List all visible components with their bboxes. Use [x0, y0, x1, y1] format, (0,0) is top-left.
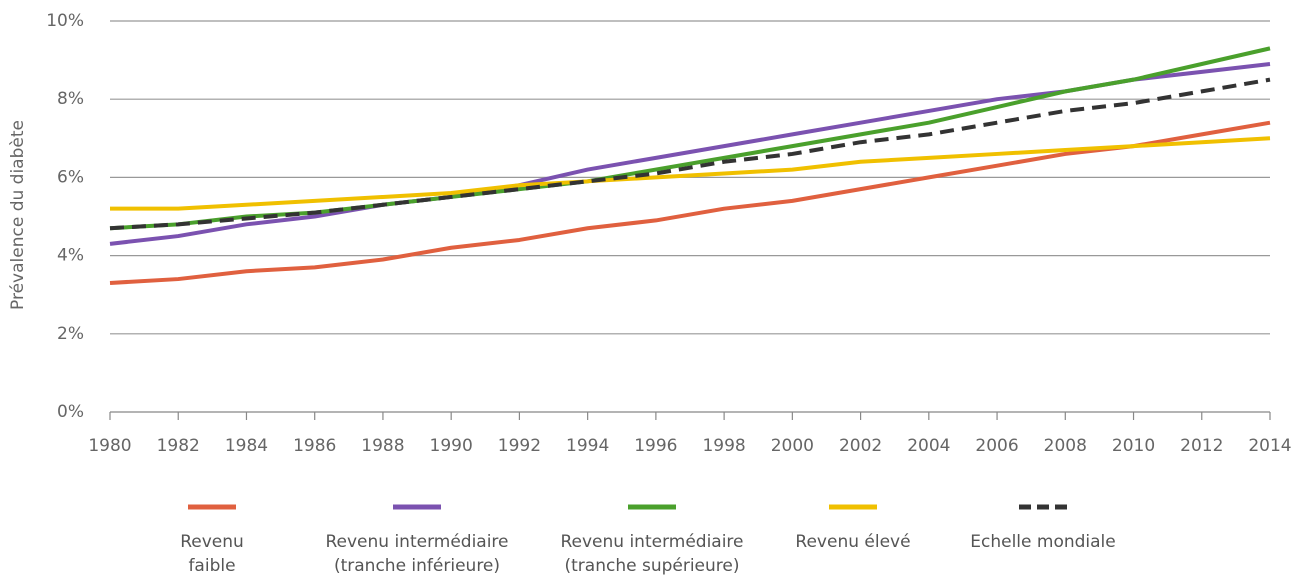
x-tick-label: 1990	[430, 436, 473, 456]
legend-label: Revenu intermédiaire (tranche inférieure…	[325, 532, 509, 576]
series-line	[109, 120, 1271, 285]
x-tick-label: 2008	[1044, 436, 1087, 456]
series-line	[109, 77, 1271, 231]
x-tick-label: 2000	[771, 436, 814, 456]
x-tick-label: 2014	[1248, 436, 1291, 456]
series-line	[110, 136, 1271, 211]
y-tick-label: 4%	[57, 246, 84, 266]
x-tick-label: 1986	[293, 436, 336, 456]
x-tick-label: 1984	[225, 436, 268, 456]
x-tick-label: 2004	[907, 436, 950, 456]
series-line	[109, 62, 1271, 246]
y-tick-label: 6%	[57, 167, 84, 187]
legend-label: Revenu faible	[180, 532, 244, 576]
y-tick-label: 0%	[57, 402, 84, 422]
legend-label: Revenu intermédiaire (tranche supérieure…	[560, 532, 744, 576]
series-line	[109, 46, 1271, 231]
x-tick-label: 2002	[839, 436, 882, 456]
x-tick-label: 1980	[88, 436, 131, 456]
x-tick-label: 2012	[1180, 436, 1223, 456]
legend-label: Echelle mondiale	[970, 532, 1116, 552]
x-tick-label: 1996	[634, 436, 677, 456]
x-tick-label: 1998	[702, 436, 745, 456]
y-tick-label: 2%	[57, 324, 84, 344]
y-tick-label: 8%	[57, 89, 84, 109]
x-tick-label: 2006	[975, 436, 1018, 456]
x-tick-label: 2010	[1112, 436, 1155, 456]
legend-label: Revenu élevé	[795, 532, 911, 552]
x-tick-label: 1994	[566, 436, 609, 456]
x-tick-label: 1992	[498, 436, 541, 456]
y-tick-label: 10%	[46, 11, 84, 31]
y-axis-label: Prévalence du diabète	[8, 120, 28, 310]
x-tick-label: 1988	[361, 436, 404, 456]
x-tick-label: 1982	[157, 436, 200, 456]
